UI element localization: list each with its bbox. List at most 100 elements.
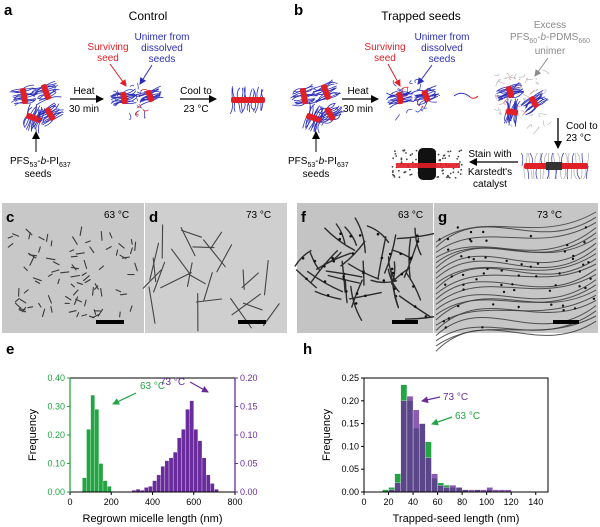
y-tick-label-left: 0.30 [47, 402, 65, 412]
trapped-seed-dot [589, 277, 592, 280]
histogram-bar [181, 429, 186, 493]
stain-particle [460, 163, 463, 166]
stain-particle [457, 171, 460, 174]
micelle-rod [41, 308, 46, 318]
stain-particle [415, 149, 418, 152]
y-tick-label: 0.10 [341, 441, 359, 451]
micelle-rod [362, 260, 365, 286]
micelle-rod [57, 278, 60, 285]
free-chain [136, 104, 142, 109]
temperature-label: 73 °C [246, 210, 271, 221]
series-arrow-73 [189, 381, 209, 393]
y-axis-label: Frequency [27, 409, 39, 461]
micelle-core [505, 108, 519, 116]
stain-particle [415, 158, 417, 161]
micelle-rod [34, 280, 41, 284]
surviving-seed-arrow [387, 63, 401, 87]
free-chain [529, 114, 534, 117]
free-chain [134, 110, 140, 117]
corona-chain [122, 89, 134, 93]
free-chain [409, 80, 413, 84]
trapped-seed-dot [342, 275, 345, 279]
micelle-rod [231, 293, 261, 316]
corona-chain [523, 165, 526, 180]
micelle-rod [216, 244, 233, 273]
micelle-rod [92, 286, 94, 296]
trapped-seed-dot [558, 272, 561, 275]
stain-particle [442, 154, 445, 157]
micelle-rod [119, 293, 128, 296]
micelle-fiber [435, 273, 597, 305]
trapped-seed-dot [460, 255, 463, 258]
stain-particle [405, 152, 407, 154]
unimer-label-2: dissolved [141, 43, 183, 54]
micelle-fiber [435, 305, 597, 336]
micelle-rod [115, 289, 122, 293]
tem-background [434, 203, 598, 333]
stain-particle [449, 150, 452, 153]
trapped-seed-dot [511, 283, 514, 286]
micelle-rod [109, 232, 113, 239]
x-tick-label: 200 [104, 497, 119, 507]
series-arrow-73 [421, 396, 441, 404]
trapped-seed-dot [447, 317, 451, 320]
free-chain [535, 77, 538, 80]
micelle-rod [152, 257, 157, 283]
stain-particle [392, 173, 394, 176]
chart-h: h 0 20 40 60 80 100 120 140 0.00 0.05 0.10 0.15 0.20… [303, 341, 549, 525]
trapped-seed-dot [469, 230, 473, 234]
stain-particle [394, 150, 396, 153]
panel-b-schematic: b Trapped seeds Surviving seed Unimer fr… [288, 2, 598, 190]
trapped-seed-dot [323, 280, 327, 283]
unimer-label-1: Unimer from [134, 32, 189, 43]
cool-label: Cool to [180, 86, 212, 97]
trapped-seed-dot [446, 237, 450, 241]
histogram-bar [98, 463, 104, 493]
micelle-rod [187, 273, 206, 285]
trapped-seed-dot [382, 279, 386, 282]
free-chain [547, 121, 552, 125]
micelle-rod [23, 289, 29, 294]
trapped-seed-dot [416, 234, 419, 237]
trapped-seed-dot [424, 315, 428, 318]
trapped-seed-dot [450, 275, 453, 278]
histogram-bar [437, 485, 444, 493]
unimer-chain-icon [453, 92, 471, 98]
trapped-seed-dot [475, 278, 478, 281]
trapped-seed-dot [342, 277, 346, 281]
scale-bar [553, 320, 579, 324]
free-chain [506, 72, 510, 76]
x-tick-label: 0 [67, 497, 72, 507]
micelle-rod [50, 240, 53, 247]
histogram-bar [189, 400, 194, 493]
free-chain [526, 77, 533, 80]
trapped-seed-dot [482, 230, 485, 234]
trapped-seed-dot [462, 288, 465, 291]
trapped-seed-dot [485, 239, 488, 242]
micelle-core [396, 163, 460, 168]
micelle-rod [347, 263, 380, 280]
free-chain [401, 86, 409, 93]
micelle-rod [100, 230, 103, 241]
cool-temp-label: 23 °C [566, 133, 591, 144]
micelle-rod [195, 298, 223, 303]
free-chain [542, 120, 545, 127]
micelle-fiber [435, 253, 597, 284]
micelle-rod [171, 248, 191, 275]
micelle-rod [19, 298, 27, 304]
micelle-rod [134, 262, 138, 272]
free-chain [509, 77, 517, 81]
micelle-rod [98, 265, 105, 271]
stain-particle [409, 168, 411, 171]
histogram-bar [106, 486, 112, 493]
trapped-seed-dot [584, 226, 588, 229]
trapped-seed-dot [326, 294, 330, 297]
free-chain [406, 109, 413, 114]
trapped-seed-dot [513, 288, 516, 292]
panel-letter-c: c [6, 209, 14, 226]
corona-chain [525, 106, 538, 115]
tem-image-c: c 63 °C [2, 203, 144, 333]
histogram-bar [152, 480, 157, 493]
stain-particle [447, 150, 450, 153]
